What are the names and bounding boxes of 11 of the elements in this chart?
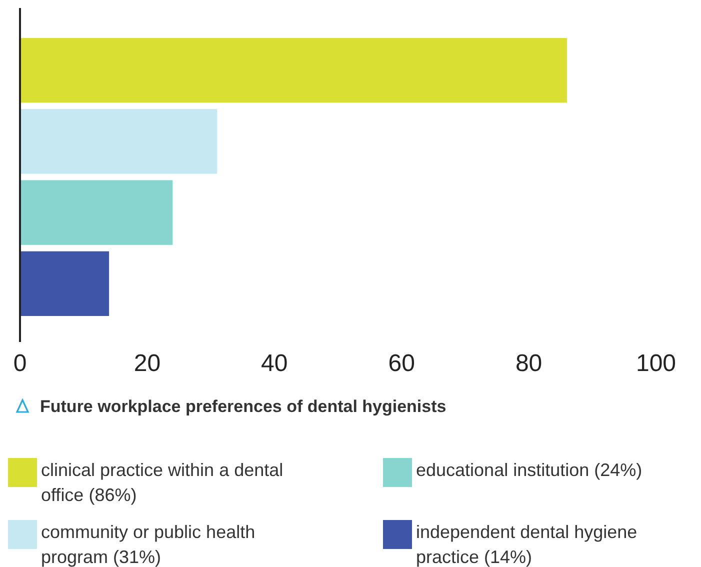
legend-label: independent dental hygiene practice (14%) bbox=[416, 522, 638, 567]
legend-label: community or public health program (31%) bbox=[41, 522, 256, 567]
x-tick-label: 100 bbox=[636, 350, 676, 377]
legend-label: educational institution (24%) bbox=[416, 460, 642, 480]
x-tick-label: 40 bbox=[261, 350, 288, 377]
x-tick-label: 0 bbox=[13, 350, 27, 377]
legend-label: clinical practice within a dental office (86%) bbox=[41, 460, 284, 505]
text: Future workplace preferences of dental hygienists bbox=[40, 397, 446, 416]
x-tick-label: 20 bbox=[134, 350, 161, 377]
x-tick-label: 80 bbox=[515, 350, 542, 377]
x-tick-label: 60 bbox=[388, 350, 415, 377]
